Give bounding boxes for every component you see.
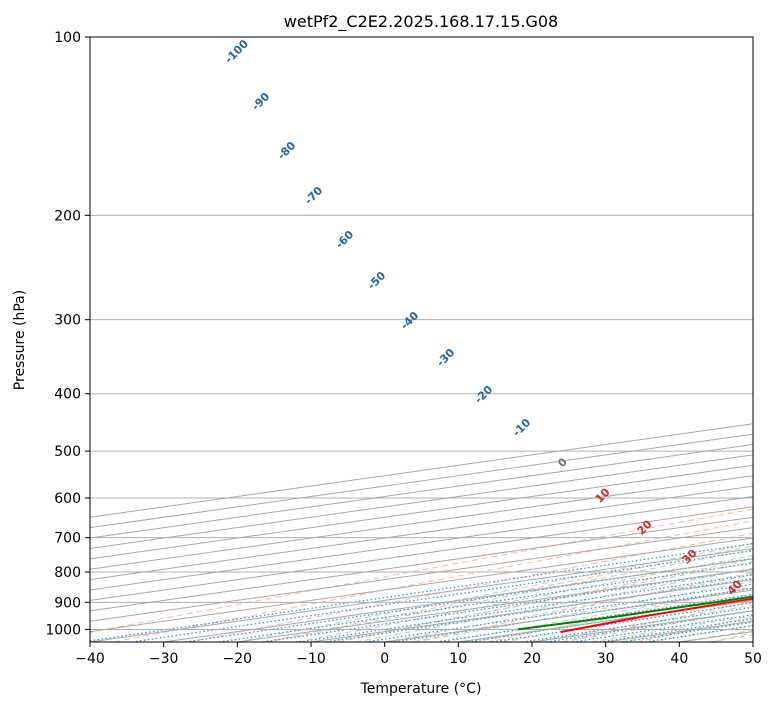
y-tick-label: 200 bbox=[54, 208, 81, 224]
moist-adiabat-line bbox=[561, 610, 753, 642]
isotherm-label: -60 bbox=[333, 228, 356, 251]
isotherm-line bbox=[90, 495, 753, 591]
isotherm-line bbox=[531, 610, 753, 642]
x-tick-label: −10 bbox=[296, 651, 326, 667]
dry-adiabat-line bbox=[487, 586, 753, 642]
x-tick-label: 40 bbox=[670, 651, 688, 667]
moist-adiabat-label: 30 bbox=[680, 546, 700, 566]
isotherm-line bbox=[90, 547, 753, 642]
x-tick-label: 50 bbox=[744, 651, 762, 667]
x-tick-label: 10 bbox=[449, 651, 467, 667]
mixing-ratio-line bbox=[492, 602, 753, 642]
x-tick-label: −30 bbox=[149, 651, 179, 667]
y-tick-label: 300 bbox=[54, 313, 81, 329]
x-axis: −40 −30 −20 −10 0 10 20 30 40 50 bbox=[75, 642, 762, 667]
mixing-ratio-line bbox=[522, 606, 753, 642]
mixing-ratio-line bbox=[185, 557, 753, 642]
isotherm-lines bbox=[90, 423, 753, 642]
x-tick-label: 30 bbox=[597, 651, 615, 667]
y-tick-label: 1000 bbox=[45, 622, 81, 638]
dry-adiabat-line bbox=[338, 558, 753, 642]
isotherm-label: -40 bbox=[398, 309, 421, 332]
moist-adiabat-line bbox=[355, 567, 753, 642]
y-tick-label: 800 bbox=[54, 565, 81, 581]
moist-adiabat-line bbox=[296, 554, 753, 642]
sounding-profiles bbox=[517, 595, 753, 633]
isotherm-line bbox=[90, 464, 753, 560]
y-tick-label: 100 bbox=[54, 30, 81, 46]
y-tick-label: 700 bbox=[54, 531, 81, 547]
isotherm-line bbox=[90, 485, 753, 581]
x-tick-label: 0 bbox=[380, 651, 389, 667]
isotherm-line bbox=[163, 558, 753, 642]
background-lines bbox=[90, 508, 753, 642]
moist-adiabat-line bbox=[473, 593, 753, 642]
mixing-ratio-line bbox=[90, 542, 753, 642]
line-labels: -100-90-80-70-60-50-40-30-20-10010203040… bbox=[222, 37, 745, 598]
isotherm-line bbox=[90, 537, 753, 633]
moist-adiabat-line bbox=[649, 625, 753, 642]
mixing-ratio-line bbox=[572, 614, 753, 642]
isotherm-label: -30 bbox=[434, 346, 457, 369]
moist-adiabat-label: 10 bbox=[593, 485, 613, 505]
isotherm-line bbox=[90, 516, 753, 612]
isotherm-label: -20 bbox=[472, 383, 495, 406]
moist-adiabat-line bbox=[443, 587, 753, 642]
x-tick-label: 20 bbox=[523, 651, 541, 667]
moist-adiabat-line bbox=[414, 580, 753, 642]
isotherm-line bbox=[752, 641, 753, 642]
isotherm-label: -10 bbox=[510, 416, 533, 439]
temperature-profile-line bbox=[560, 597, 753, 633]
y-tick-label: 500 bbox=[54, 444, 81, 460]
dry-adiabat-line bbox=[263, 545, 753, 642]
mixing-ratio-line bbox=[131, 550, 753, 642]
isotherm-line bbox=[90, 475, 753, 570]
isotherm-label: -80 bbox=[275, 139, 298, 162]
y-tick-label: 400 bbox=[54, 387, 81, 403]
dry-adiabat-line bbox=[90, 508, 753, 633]
isotherm-line bbox=[90, 527, 753, 622]
x-tick-label: −40 bbox=[75, 651, 105, 667]
moist-adiabat-line bbox=[620, 620, 753, 642]
mixing-ratio-line bbox=[394, 587, 753, 642]
isotherm-label: -70 bbox=[302, 184, 325, 207]
moist-adiabat-label: 0 bbox=[555, 455, 570, 470]
plot-frame bbox=[89, 36, 754, 643]
isotherm-label: -100 bbox=[222, 37, 251, 66]
dry-adiabat-line bbox=[412, 572, 753, 642]
chart-title: wetPf2_C2E2.2025.168.17.15.G08 bbox=[284, 12, 558, 32]
dewpoint-profile-line bbox=[517, 595, 753, 631]
y-axis-label: Pressure (hPa) bbox=[12, 290, 28, 390]
isotherm-label: -90 bbox=[249, 90, 272, 113]
isotherm-line bbox=[90, 506, 753, 601]
x-tick-label: −20 bbox=[223, 651, 253, 667]
isotherm-label: -50 bbox=[365, 269, 388, 292]
x-axis-label: Temperature (°C) bbox=[360, 681, 482, 697]
isotherm-line bbox=[384, 589, 753, 642]
isotherm-line bbox=[310, 579, 753, 642]
dry-adiabat-line bbox=[114, 520, 753, 642]
y-tick-label: 900 bbox=[54, 595, 81, 611]
moist-adiabat-label: 20 bbox=[635, 517, 655, 537]
y-axis: 1000 900 800 700 600 500 400 300 200 100 bbox=[45, 30, 90, 638]
isotherm-line bbox=[90, 454, 753, 549]
y-tick-label: 600 bbox=[54, 491, 81, 507]
moist-adiabat-line bbox=[325, 561, 753, 642]
pressure-gridlines bbox=[90, 37, 753, 630]
